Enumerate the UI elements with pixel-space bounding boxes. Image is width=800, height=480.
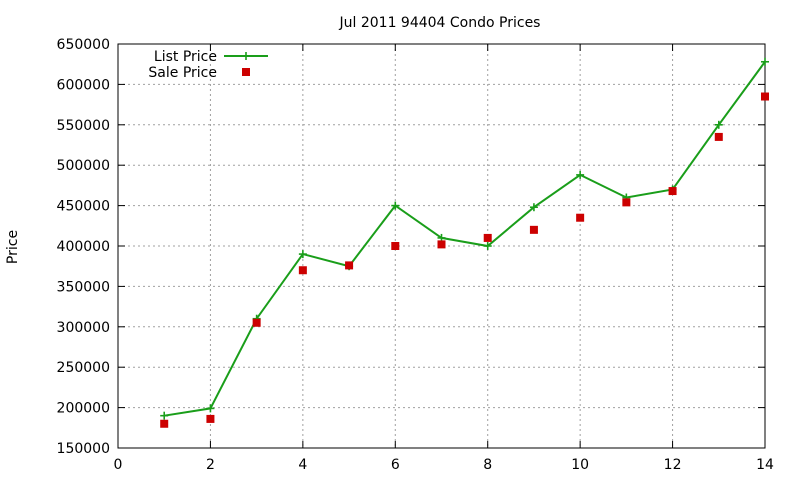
sale-price-point (206, 414, 215, 423)
sale-price-point (437, 240, 446, 249)
list-price-point (714, 120, 723, 129)
y-tick-label: 500000 (57, 158, 110, 174)
y-tick-label: 300000 (57, 320, 110, 336)
sale-price-point (345, 261, 354, 270)
x-tick-label: 14 (756, 457, 774, 473)
sale-price-point (576, 213, 585, 222)
list-price-point (576, 170, 585, 179)
y-tick-label: 150000 (57, 441, 110, 457)
sale-price-point (298, 266, 307, 275)
sale-price-point (391, 242, 400, 250)
legend-label: Sale Price (148, 65, 217, 81)
list-price-point (483, 242, 492, 250)
sale-price-point (622, 198, 631, 207)
list-price-point (160, 411, 169, 420)
x-tick-label: 8 (483, 457, 492, 473)
sale-price-point (668, 187, 677, 196)
list-price-point (761, 57, 769, 66)
x-tick-label: 4 (298, 457, 307, 473)
sale-price-point (529, 225, 538, 234)
legend-plus-marker (242, 52, 250, 60)
list-price-point (206, 404, 215, 413)
y-tick-label: 600000 (57, 77, 110, 93)
x-tick-label: 6 (391, 457, 400, 473)
x-tick-label: 10 (571, 457, 589, 473)
data-series (160, 57, 769, 428)
y-tick-label: 400000 (57, 239, 110, 255)
legend-square-marker (242, 68, 250, 76)
list-price-line (164, 61, 766, 417)
y-axis-label: Price (5, 230, 21, 264)
y-tick-label: 550000 (57, 118, 110, 134)
sale-price-point (714, 132, 723, 141)
list-price-point (529, 203, 538, 212)
plot-area-frame (117, 43, 766, 449)
y-tick-label: 350000 (57, 279, 110, 295)
y-tick-label: 650000 (57, 37, 110, 53)
list-price-point (298, 250, 307, 259)
sale-price-point (160, 419, 169, 428)
chart-title: Jul 2011 94404 Condo Prices (339, 15, 541, 31)
legend-label: List Price (154, 49, 217, 65)
sale-price-point (483, 233, 492, 242)
x-tick-label: 0 (114, 457, 123, 473)
x-tick-label: 2 (206, 457, 215, 473)
sale-price-point (252, 318, 261, 327)
y-tick-label: 200000 (57, 401, 110, 417)
y-tick-label: 250000 (57, 360, 110, 376)
sale-price-point (761, 92, 769, 101)
list-price-point (391, 201, 400, 210)
axis-ticks: 0 2 4 6 8 10 12 14 150000 200000 250000 300000 35000… (57, 37, 774, 473)
x-tick-label: 12 (664, 457, 682, 473)
y-tick-label: 450000 (57, 199, 110, 215)
